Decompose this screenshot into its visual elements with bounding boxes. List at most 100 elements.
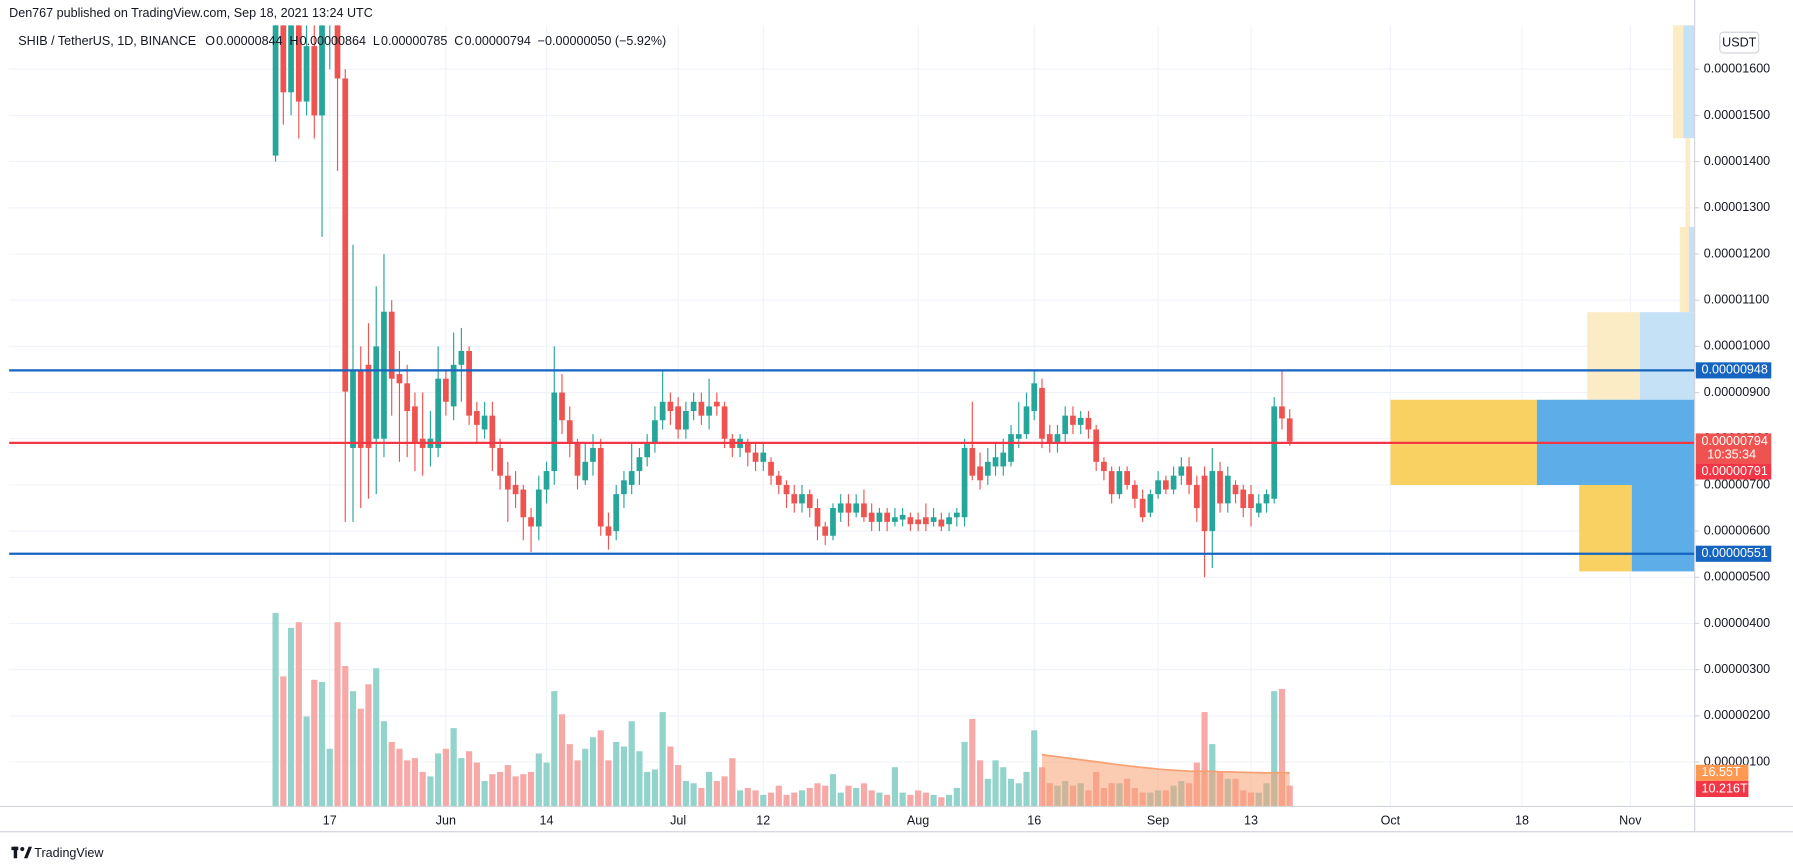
logo-part [13, 846, 18, 859]
x-tick-label: 18 [1515, 814, 1529, 828]
candle-body [690, 401, 697, 412]
candle-body [1209, 471, 1216, 532]
candle-body [350, 369, 356, 448]
candle-body [280, 25, 287, 93]
candle-body [1178, 466, 1185, 476]
profile-up [1679, 226, 1689, 313]
candle-body [621, 480, 627, 495]
volume-bar [450, 728, 457, 807]
candle-body [582, 461, 589, 481]
volume-bar [876, 792, 883, 807]
candle-body [551, 392, 558, 472]
horizontal-lines [9, 369, 1695, 555]
volume-bar [644, 771, 651, 807]
candle-body [1031, 383, 1038, 412]
y-tick-label: 0.00000600 [1704, 523, 1770, 537]
volume-bar [791, 792, 798, 807]
axes: 0.00001600 0.00001500 0.00001400 0.00001300… [323, 62, 1770, 828]
candle-body [357, 369, 364, 448]
volume-bar [435, 753, 442, 807]
volume-bar [287, 627, 295, 807]
candle-body [559, 392, 565, 421]
volume-bar [899, 792, 906, 807]
volume-bar [659, 712, 666, 807]
candle-body [969, 447, 976, 476]
volume-bar [481, 781, 488, 807]
candle-body [1132, 484, 1138, 499]
volume-bar [527, 771, 535, 807]
line-tag-label: 0.00000551 [1702, 546, 1768, 560]
brand-name: TradingView [34, 846, 104, 860]
candle-body [752, 452, 759, 462]
volume-bar [1271, 691, 1278, 807]
volume-bar [636, 751, 643, 807]
volume-bar [272, 612, 279, 807]
volume-bar [1286, 785, 1293, 807]
candle-body [295, 25, 302, 102]
profile-down [1639, 312, 1695, 400]
candle-body [744, 443, 751, 453]
volume-bar [380, 721, 388, 807]
candle-body [528, 517, 534, 527]
x-tick-label: Jul [670, 814, 686, 828]
candle-body [1139, 498, 1146, 518]
last-price-label: 0.00000794 [1702, 434, 1768, 448]
volume-bar [551, 691, 558, 807]
header-text: O [205, 34, 215, 48]
volume-bar [775, 785, 782, 807]
volume-bar [512, 776, 519, 807]
candle-body [443, 378, 449, 402]
candle-body [613, 494, 620, 532]
y-tick-label: 0.00000400 [1704, 616, 1770, 630]
publisher: Den767 published on TradingView.com, Sep… [9, 6, 373, 20]
candle-body [450, 364, 457, 407]
volume-bar [930, 794, 937, 807]
currency-button[interactable]: USDT [1719, 31, 1760, 54]
candle-body [1008, 434, 1014, 462]
volume-bar [411, 758, 419, 807]
candle-body [837, 503, 844, 513]
candle-body [288, 25, 294, 93]
candle-body [884, 512, 891, 522]
volume-bar [535, 753, 542, 807]
volume-bar [946, 794, 953, 807]
candle-body [1170, 475, 1177, 490]
candle-body [543, 471, 550, 490]
profile-up [1587, 312, 1640, 400]
volume-bar [860, 783, 868, 807]
y-tick-label: 0.00000500 [1704, 570, 1770, 584]
currency[interactable]: USDT [1722, 35, 1756, 49]
candle-body [512, 484, 519, 495]
candle-body [915, 519, 921, 525]
candle-body [466, 350, 472, 416]
candle-body [667, 401, 674, 412]
header-text: L [373, 34, 380, 48]
candle-body [822, 526, 829, 536]
x-tick-label: 14 [540, 814, 554, 828]
volume-bar [473, 762, 480, 807]
volume-bar [915, 790, 922, 807]
y-tick-label: 0.00001200 [1704, 246, 1770, 260]
volume-bar [1031, 730, 1038, 807]
line-tag-label: 0.00000791 [1702, 464, 1768, 478]
header-text: C [454, 34, 463, 48]
currency-box[interactable] [1719, 31, 1760, 54]
volume-bar [628, 721, 635, 807]
header-text: H [289, 34, 298, 48]
candle-body [783, 484, 790, 495]
volume-bar [466, 751, 473, 807]
candle-body [1232, 484, 1239, 495]
candle-body [1070, 415, 1076, 425]
volume-bar [318, 682, 326, 807]
candle-body [311, 46, 318, 116]
candle-body [768, 461, 774, 476]
candle-body [683, 411, 689, 430]
volume-bar [458, 758, 465, 807]
volume-bar [334, 622, 341, 807]
candle-body [1015, 434, 1022, 439]
candle-body [597, 447, 604, 527]
volume-bar [489, 774, 496, 807]
candle-body [992, 457, 999, 467]
volume-tag [1695, 780, 1749, 798]
candle-body [388, 311, 395, 379]
